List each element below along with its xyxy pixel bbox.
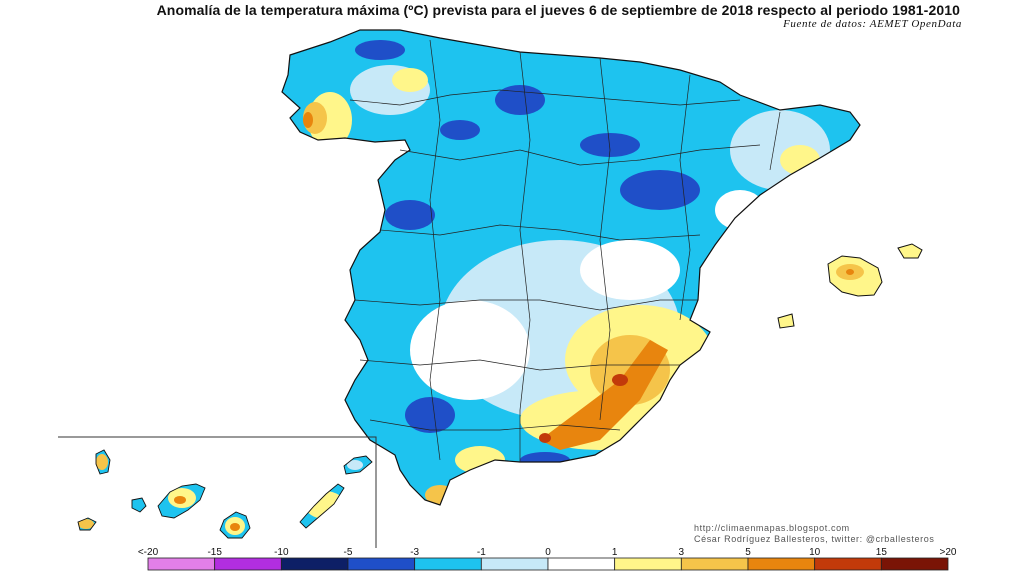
legend-color-box xyxy=(747,557,816,571)
legend-color-box xyxy=(214,557,282,571)
legend-tick-label: <-20 xyxy=(138,547,159,558)
legend-color-box xyxy=(147,557,216,571)
legend-tick-label: -5 xyxy=(344,547,353,558)
legend-tick-label: 15 xyxy=(876,547,888,558)
peninsula-outline xyxy=(281,29,861,506)
legend-tick-label: -10 xyxy=(274,547,289,558)
credits-author: César Rodríguez Ballesteros, twitter: @c… xyxy=(694,534,935,544)
legend-tick-label: 3 xyxy=(679,547,685,558)
legend-color-box xyxy=(480,557,549,571)
data-source: Fuente de datos: AEMET OpenData xyxy=(783,18,962,30)
legend-color-box xyxy=(414,557,482,571)
canarias-outline xyxy=(77,449,373,539)
legend-color-box xyxy=(547,557,616,571)
legend-tick-label: 10 xyxy=(809,547,821,558)
legend-color-box xyxy=(280,557,349,571)
credits-url[interactable]: http://climaenmapas.blogspot.com xyxy=(694,523,850,533)
legend-color-box xyxy=(614,557,682,571)
legend-tick-label: 1 xyxy=(612,547,618,558)
legend-tick-label: -3 xyxy=(410,547,419,558)
legend-tick-label: 5 xyxy=(745,547,751,558)
legend-color-box xyxy=(880,557,949,571)
canarias-inset-frame xyxy=(58,436,377,548)
legend-tick-label: 0 xyxy=(545,547,551,558)
legend-color-box xyxy=(680,557,749,571)
credits: http://climaenmapas.blogspot.com César R… xyxy=(694,523,934,545)
legend-tick-label: -15 xyxy=(207,547,222,558)
legend-color-box xyxy=(347,557,416,571)
province-borders xyxy=(349,39,781,462)
legend-tick-label: >20 xyxy=(940,547,957,558)
legend-tick-label: -1 xyxy=(477,547,486,558)
legend-color-box xyxy=(814,557,882,571)
map-title: Anomalía de la temperatura máxima (ºC) p… xyxy=(156,2,960,18)
baleares-outline xyxy=(777,243,923,329)
